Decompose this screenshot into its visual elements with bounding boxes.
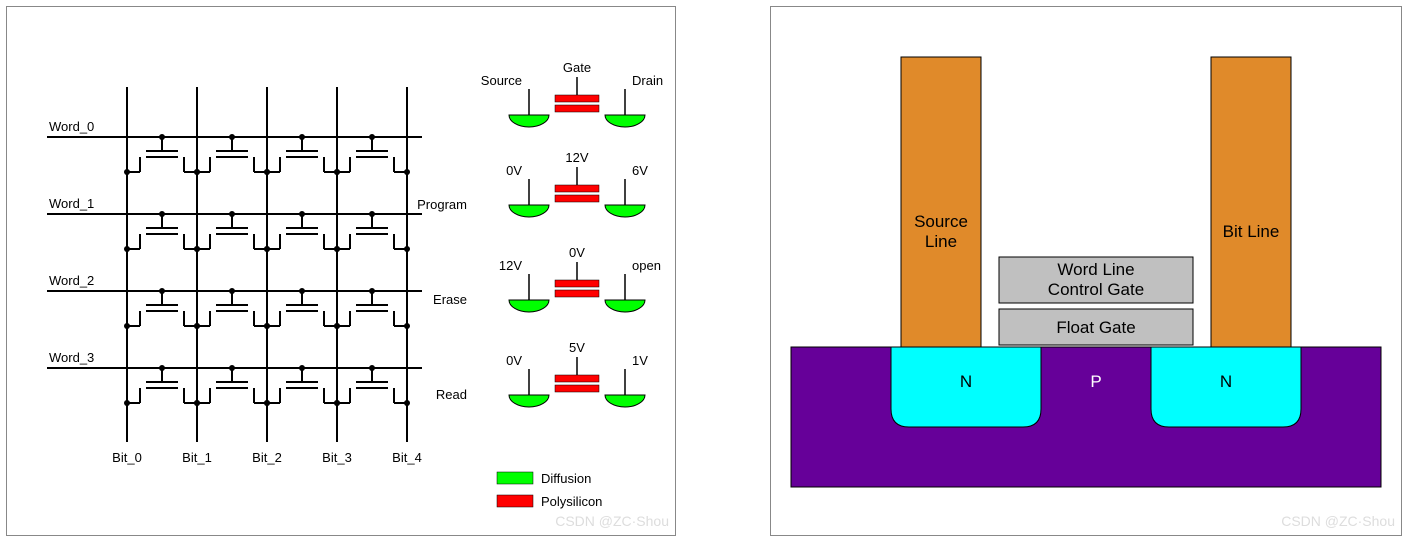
bit-label: Bit_3 <box>322 450 352 465</box>
svg-text:open: open <box>632 258 661 273</box>
svg-text:0V: 0V <box>506 163 522 178</box>
legend-poly-swatch <box>497 495 533 507</box>
svg-text:5V: 5V <box>569 340 585 355</box>
bit-label: Bit_1 <box>182 450 212 465</box>
left-panel: Bit_0 Bit_1 Bit_2 Bit_3 Bit_4 Word_0 Word_1 Wor… <box>6 6 676 536</box>
left-diagram: Bit_0 Bit_1 Bit_2 Bit_3 Bit_4 Word_0 Word_1 Wor… <box>7 7 677 537</box>
word-label: Word_3 <box>49 350 94 365</box>
svg-text:12V: 12V <box>565 150 588 165</box>
svg-text:0V: 0V <box>569 245 585 260</box>
float-gate-label: Float Gate <box>1056 318 1135 337</box>
svg-text:12V: 12V <box>499 258 522 273</box>
legend-diffusion-swatch <box>497 472 533 484</box>
word-label: Word_1 <box>49 196 94 211</box>
legend-poly-label: Polysilicon <box>541 494 602 509</box>
svg-text:6V: 6V <box>632 163 648 178</box>
svg-text:Gate: Gate <box>563 60 591 75</box>
legend-diffusion-label: Diffusion <box>541 471 591 486</box>
word-label: Word_0 <box>49 119 94 134</box>
state-label: Program <box>417 197 467 212</box>
svg-text:0V: 0V <box>506 353 522 368</box>
svg-text:Line: Line <box>925 232 957 251</box>
n-right-label: N <box>1220 372 1232 391</box>
state-label: Read <box>436 387 467 402</box>
svg-text:Drain: Drain <box>632 73 663 88</box>
bit-line-label: Bit Line <box>1223 222 1280 241</box>
word-line-label: Word Line <box>1057 260 1134 279</box>
bit-line <box>1211 57 1291 347</box>
source-line-label: Source <box>914 212 968 231</box>
source-line <box>901 57 981 347</box>
control-gate-label: Control Gate <box>1048 280 1144 299</box>
svg-text:1V: 1V <box>632 353 648 368</box>
state-label: Erase <box>433 292 467 307</box>
word-label: Word_2 <box>49 273 94 288</box>
bit-label: Bit_2 <box>252 450 282 465</box>
right-diagram: Word LineControl Gate Float Gate SourceLin… <box>771 7 1403 537</box>
svg-text:Source: Source <box>481 73 522 88</box>
right-panel: Word LineControl Gate Float Gate SourceLin… <box>770 6 1402 536</box>
bit-label: Bit_4 <box>392 450 422 465</box>
n-left-label: N <box>960 372 972 391</box>
bit-label: Bit_0 <box>112 450 142 465</box>
p-label: P <box>1090 372 1101 391</box>
